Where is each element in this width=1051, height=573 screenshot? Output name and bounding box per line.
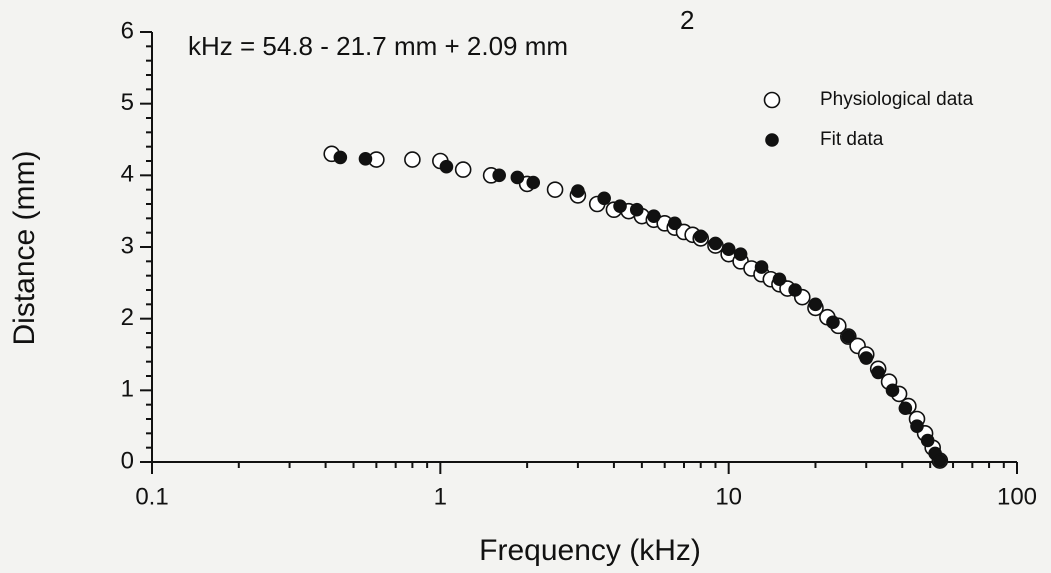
point xyxy=(613,199,627,213)
x-tick-label: 0.1 xyxy=(135,483,168,510)
equation: kHz = 54.8 - 21.7 mm + 2.09 mm xyxy=(188,31,568,61)
equation-superscript: 2 xyxy=(680,5,694,35)
y-tick-label: 0 xyxy=(121,447,134,474)
point xyxy=(571,184,585,198)
point xyxy=(333,150,348,165)
point xyxy=(885,383,900,398)
y-tick-label: 1 xyxy=(121,376,134,403)
point xyxy=(526,175,541,190)
point xyxy=(754,260,769,274)
point xyxy=(826,315,840,330)
y-tick-label: 3 xyxy=(121,232,134,259)
y-tick-label: 4 xyxy=(121,161,134,188)
legend-label: Fit data xyxy=(820,129,884,150)
point xyxy=(708,236,723,251)
y-axis-label: Distance (mm) xyxy=(8,150,41,345)
point xyxy=(454,161,472,178)
point xyxy=(667,216,682,231)
point xyxy=(404,151,421,168)
point xyxy=(439,159,454,174)
point xyxy=(693,229,708,244)
legend-label: Physiological data xyxy=(820,89,974,110)
point xyxy=(788,283,802,297)
point xyxy=(920,433,935,448)
x-axis-label: Frequency (kHz) xyxy=(479,534,701,567)
point xyxy=(808,297,823,312)
point xyxy=(546,181,564,198)
point xyxy=(733,247,748,261)
point xyxy=(871,365,885,380)
point xyxy=(597,191,611,206)
x-tick-label: 1 xyxy=(434,483,447,510)
point xyxy=(933,453,947,468)
y-tick-label: 2 xyxy=(121,304,134,331)
point xyxy=(358,152,373,166)
y-tick-label: 5 xyxy=(121,89,134,116)
x-tick-label: 10 xyxy=(715,483,742,510)
point xyxy=(510,170,525,185)
legend-marker xyxy=(765,133,779,147)
point xyxy=(841,329,856,344)
point xyxy=(492,168,506,183)
point xyxy=(898,401,913,416)
legend-marker xyxy=(763,91,781,109)
point xyxy=(629,202,644,217)
point xyxy=(772,272,787,287)
x-tick-label: 100 xyxy=(997,483,1037,510)
y-tick-label: 6 xyxy=(121,17,134,44)
point xyxy=(859,351,874,365)
point xyxy=(721,242,736,256)
point xyxy=(910,419,924,433)
point xyxy=(647,209,661,223)
